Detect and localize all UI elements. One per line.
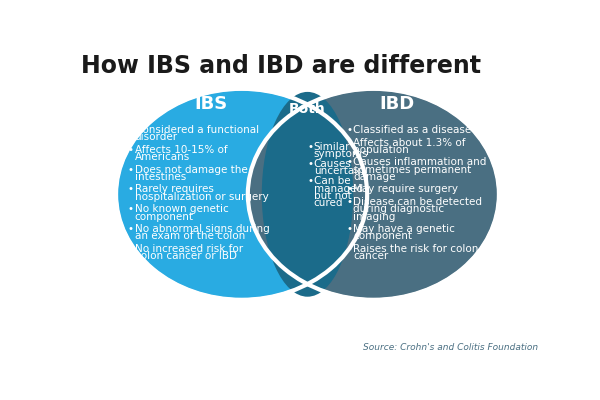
Text: May have a genetic: May have a genetic [353, 224, 455, 234]
Text: •: • [346, 138, 352, 148]
Text: Source: Crohn's and Colitis Foundation: Source: Crohn's and Colitis Foundation [362, 343, 538, 352]
Text: •: • [308, 159, 314, 169]
Text: •: • [128, 184, 134, 194]
Text: Can be: Can be [314, 176, 350, 186]
Text: cancer: cancer [353, 251, 388, 261]
Text: •: • [346, 224, 352, 234]
Text: cured: cured [314, 198, 343, 208]
Text: •: • [308, 142, 314, 152]
Text: Causes inflammation and: Causes inflammation and [353, 158, 487, 168]
Text: •: • [346, 158, 352, 168]
Ellipse shape [250, 90, 497, 298]
Text: imaging: imaging [353, 212, 395, 222]
Text: Considered a functional: Considered a functional [134, 125, 259, 135]
Text: No abnormal signs during: No abnormal signs during [134, 224, 269, 234]
Text: No increased risk for: No increased risk for [134, 244, 243, 254]
Text: component: component [134, 212, 194, 222]
Text: Americans: Americans [134, 152, 190, 162]
Text: disorder: disorder [134, 132, 178, 142]
Text: symptoms: symptoms [314, 149, 368, 159]
Text: Both: Both [289, 102, 326, 116]
Text: component: component [353, 231, 412, 241]
Text: colon cancer or IBD: colon cancer or IBD [134, 251, 236, 261]
Ellipse shape [118, 90, 365, 298]
Text: •: • [308, 176, 314, 186]
Text: No known genetic: No known genetic [134, 204, 229, 214]
Text: •: • [128, 224, 134, 234]
Ellipse shape [115, 87, 369, 301]
Text: Similar: Similar [314, 142, 350, 152]
Text: Disease can be detected: Disease can be detected [353, 197, 482, 207]
Text: •: • [346, 244, 352, 254]
Text: •: • [346, 184, 352, 194]
Text: •: • [346, 197, 352, 207]
Text: population: population [353, 145, 409, 155]
Text: Causes: Causes [314, 159, 352, 169]
Text: •: • [128, 145, 134, 155]
Text: Rarely requires: Rarely requires [134, 184, 214, 194]
Text: IBS: IBS [194, 95, 227, 113]
Text: uncertain: uncertain [314, 166, 364, 176]
Text: Affects 10-15% of: Affects 10-15% of [134, 145, 227, 155]
Text: •: • [128, 244, 134, 254]
Text: •: • [128, 125, 134, 135]
Text: Affects about 1.3% of: Affects about 1.3% of [353, 138, 466, 148]
Text: Raises the risk for colon: Raises the risk for colon [353, 244, 479, 254]
Text: but not: but not [314, 191, 352, 201]
Text: May require surgery: May require surgery [353, 184, 458, 194]
Text: Classified as a disease: Classified as a disease [353, 125, 472, 135]
Text: •: • [346, 125, 352, 135]
Text: Does not damage the: Does not damage the [134, 165, 247, 175]
Ellipse shape [262, 92, 353, 297]
Text: sometimes permanent: sometimes permanent [353, 165, 472, 175]
Text: managed: managed [314, 184, 363, 194]
Text: during diagnostic: during diagnostic [353, 204, 445, 214]
Text: IBD: IBD [379, 95, 414, 113]
Text: •: • [128, 165, 134, 175]
Ellipse shape [246, 87, 500, 301]
Text: hospitalization or surgery: hospitalization or surgery [134, 192, 268, 202]
Text: intestines: intestines [134, 172, 186, 182]
Text: an exam of the colon: an exam of the colon [134, 231, 245, 241]
Text: damage: damage [353, 172, 396, 182]
Text: How IBS and IBD are different: How IBS and IBD are different [81, 54, 481, 78]
Text: •: • [128, 204, 134, 214]
